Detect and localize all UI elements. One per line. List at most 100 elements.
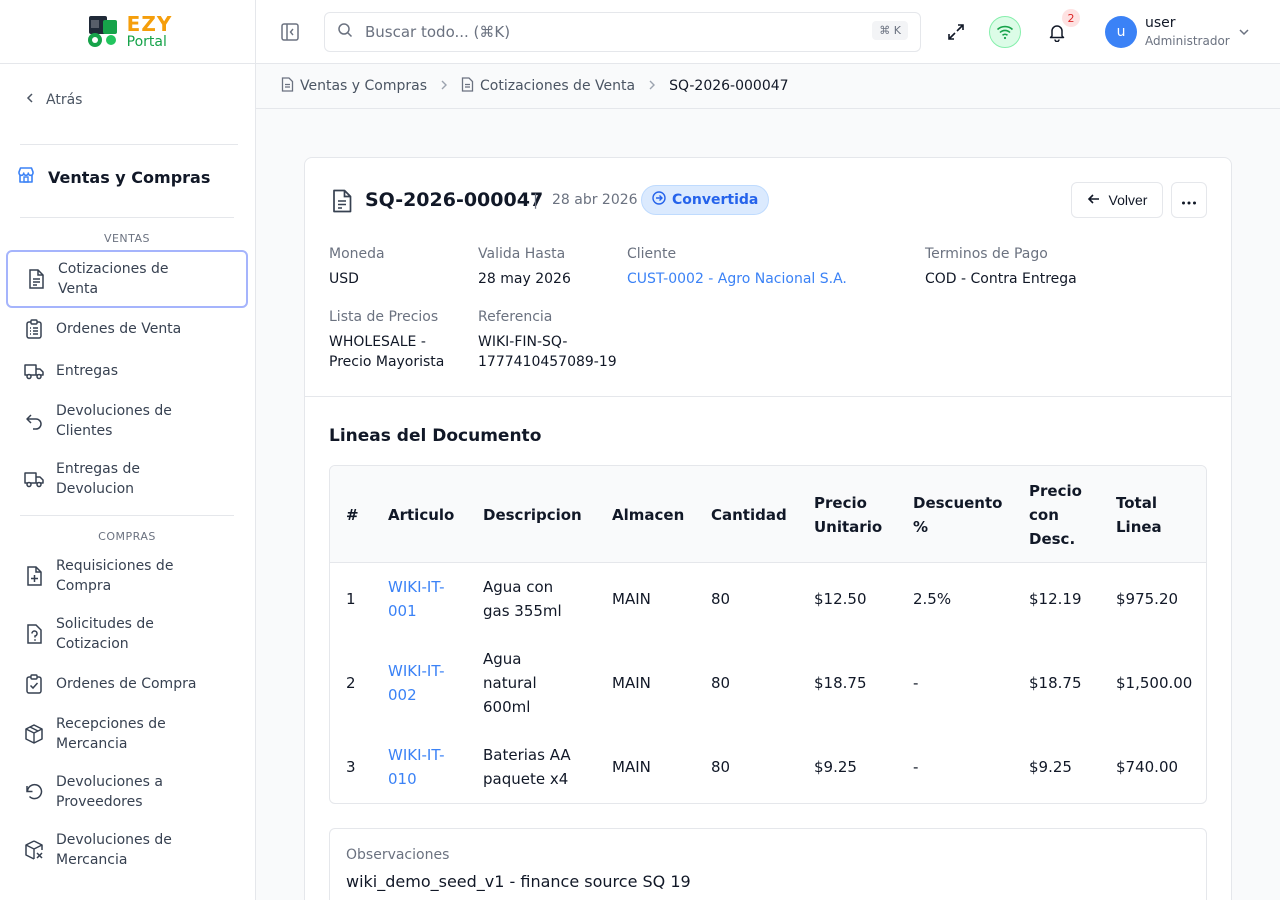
breadcrumb-item-current: SQ-2026-000047 [669, 78, 789, 94]
cell-total-linea: $1,500.00 [1116, 674, 1193, 692]
cell-descuento: - [913, 674, 919, 692]
column-header-cantidad: Cantidad [711, 505, 787, 524]
cell-line: Agua con [483, 578, 554, 596]
module-title: Ventas y Compras [16, 165, 210, 189]
user-name[interactable]: user [1145, 15, 1176, 31]
cell-line: gas 355ml [483, 602, 562, 620]
sidebar-item-label: Requisiciones de Compra [56, 558, 174, 594]
chevron-right-icon [439, 78, 449, 94]
cell-cantidad: 80 [711, 590, 731, 608]
column-header-line: Unitario [814, 517, 883, 536]
sidebar-item-devoluciones-de-mercancia[interactable]: Devoluciones de Mercancia [6, 829, 248, 871]
field-value-line: WIKI-FIN-SQ- [478, 334, 568, 350]
sidebar-item-label: Devoluciones de Clientes [56, 403, 172, 439]
column-header-line: con [1029, 505, 1059, 524]
column-header-descuento: Descuento % [913, 466, 1002, 563]
item-link[interactable]: WIKI-IT- 002 [388, 635, 445, 731]
cell-line: paquete x4 [483, 770, 569, 788]
sidebar-item-ordenes-de-compra[interactable]: Ordenes de Compra [6, 669, 248, 699]
volver-button-label: Volver [1108, 192, 1148, 208]
notification-badge: 2 [1062, 9, 1080, 27]
fullscreen-icon[interactable] [944, 20, 968, 44]
breadcrumb-item-cotizaciones-de-venta[interactable]: Cotizaciones de Venta [461, 76, 636, 96]
item-link-line: 001 [388, 602, 417, 620]
table-header: # Articulo Descripcion Almacen Cantidad … [330, 466, 1206, 563]
column-header-articulo: Articulo [388, 505, 455, 524]
avatar[interactable]: u [1105, 16, 1137, 48]
sidebar-item-recepciones-de-mercancia[interactable]: Recepciones de Mercancia [6, 713, 248, 755]
chevron-down-icon[interactable] [1236, 24, 1252, 40]
cell-almacen: MAIN [612, 590, 651, 608]
sidebar-item-label: Solicitudes de Cotizacion [56, 616, 154, 652]
cell-line: Baterias AA [483, 746, 571, 764]
column-header-line: Descuento [913, 493, 1003, 512]
page-title: SQ-2026-000047 [365, 189, 544, 211]
connection-status-icon[interactable] [989, 16, 1021, 48]
title-separator: | [533, 191, 539, 209]
breadcrumb-item-ventas-y-compras[interactable]: Ventas y Compras [281, 76, 428, 96]
cell-num: 3 [346, 758, 356, 776]
sidebar-item-entregas[interactable]: Entregas [6, 356, 248, 386]
field-value-line: Precio Mayorista [329, 354, 445, 370]
file-icon [461, 76, 474, 96]
document-date: 28 abr 2026 [552, 192, 638, 208]
sidebar-item-devoluciones-a-proveedores[interactable]: Devoluciones a Proveedores [6, 771, 248, 813]
volver-button[interactable]: Volver [1071, 182, 1163, 218]
sidebar-item-label: Ordenes de Venta [56, 321, 182, 337]
user-role: Administrador [1145, 34, 1230, 48]
sidebar-item-label: Cotizaciones de Venta [58, 261, 169, 297]
sidebar-item-label: Devoluciones a Proveedores [56, 774, 163, 810]
cell-line: 600ml [483, 698, 531, 716]
breadcrumb-label: Ventas y Compras [300, 78, 428, 94]
field-label-referencia: Referencia [478, 309, 553, 325]
sidebar-item-entregas-de-devolucion[interactable]: Entregas de Devolucion [6, 458, 248, 500]
sidebar-item-label: Devoluciones de Mercancia [56, 832, 172, 868]
column-header-descripcion: Descripcion [483, 505, 582, 524]
sidebar-toggle-icon[interactable] [280, 22, 300, 42]
section-label-ventas: VENTAS [103, 232, 151, 245]
field-label-lista-de-precios: Lista de Precios [329, 309, 439, 325]
section-title-lines: Lineas del Documento [329, 426, 542, 446]
sidebar-item-devoluciones-de-clientes[interactable]: Devoluciones de Clientes [6, 400, 248, 442]
cell-descripcion: Baterias AA paquete x4 [483, 731, 571, 803]
column-header-line: Desc. [1029, 529, 1076, 548]
logo-text-portal: Portal [126, 34, 167, 50]
cell-total-linea: $975.20 [1116, 590, 1179, 608]
status-badge: Convertida [641, 185, 770, 215]
cell-line: natural [483, 674, 537, 692]
sidebar-item-label: Recepciones de Mercancia [56, 716, 166, 752]
item-link-line: WIKI-IT- [388, 662, 445, 680]
customer-link[interactable]: CUST-0002 - Agro Nacional S.A. [627, 271, 847, 287]
item-link-line: 010 [388, 770, 417, 788]
cell-num: 1 [346, 590, 356, 608]
search-shortcut: ⌘ K [872, 21, 908, 40]
cell-almacen: MAIN [612, 674, 651, 692]
truck-icon [24, 361, 44, 381]
logo[interactable]: EZY Portal [0, 0, 255, 64]
divider [305, 396, 1231, 397]
more-actions-button[interactable] [1171, 182, 1207, 218]
sidebar-item-cotizaciones-de-venta[interactable]: Cotizaciones de Venta [6, 250, 248, 308]
field-value-line: WHOLESALE - [329, 334, 426, 350]
clipboard-check-icon [24, 674, 44, 694]
sidebar-item-requisiciones-de-compra[interactable]: Requisiciones de Compra [6, 555, 248, 597]
column-header-line: Total [1116, 493, 1157, 512]
cell-precio-unitario: $9.25 [814, 758, 857, 776]
cell-descripcion: Agua con gas 355ml [483, 563, 562, 635]
search-input[interactable]: Buscar todo... (⌘K) ⌘ K [324, 12, 921, 52]
bell-icon[interactable] [1045, 20, 1069, 44]
sidebar-item-ordenes-de-venta[interactable]: Ordenes de Venta [6, 314, 248, 344]
column-header-precio-con-desc: Precio con Desc. [1029, 466, 1082, 563]
file-text-icon [26, 269, 46, 289]
back-link[interactable]: Atrás [24, 92, 82, 108]
field-value-referencia: WIKI-FIN-SQ- 1777410457089-19 [478, 332, 617, 372]
sidebar-item-label: Ordenes de Compra [56, 676, 197, 692]
breadcrumb-label: Cotizaciones de Venta [480, 78, 636, 94]
more-horizontal-icon [1181, 193, 1197, 208]
top-header: Buscar todo... (⌘K) ⌘ K 2 u user Adminis… [256, 0, 1280, 64]
column-header-line: Precio [814, 493, 867, 512]
item-link[interactable]: WIKI-IT- 001 [388, 563, 445, 635]
document-card: SQ-2026-000047 | 28 abr 2026 Convertida … [304, 157, 1232, 900]
item-link[interactable]: WIKI-IT- 010 [388, 731, 445, 803]
sidebar-item-solicitudes-de-cotizacion[interactable]: Solicitudes de Cotizacion [6, 613, 248, 655]
